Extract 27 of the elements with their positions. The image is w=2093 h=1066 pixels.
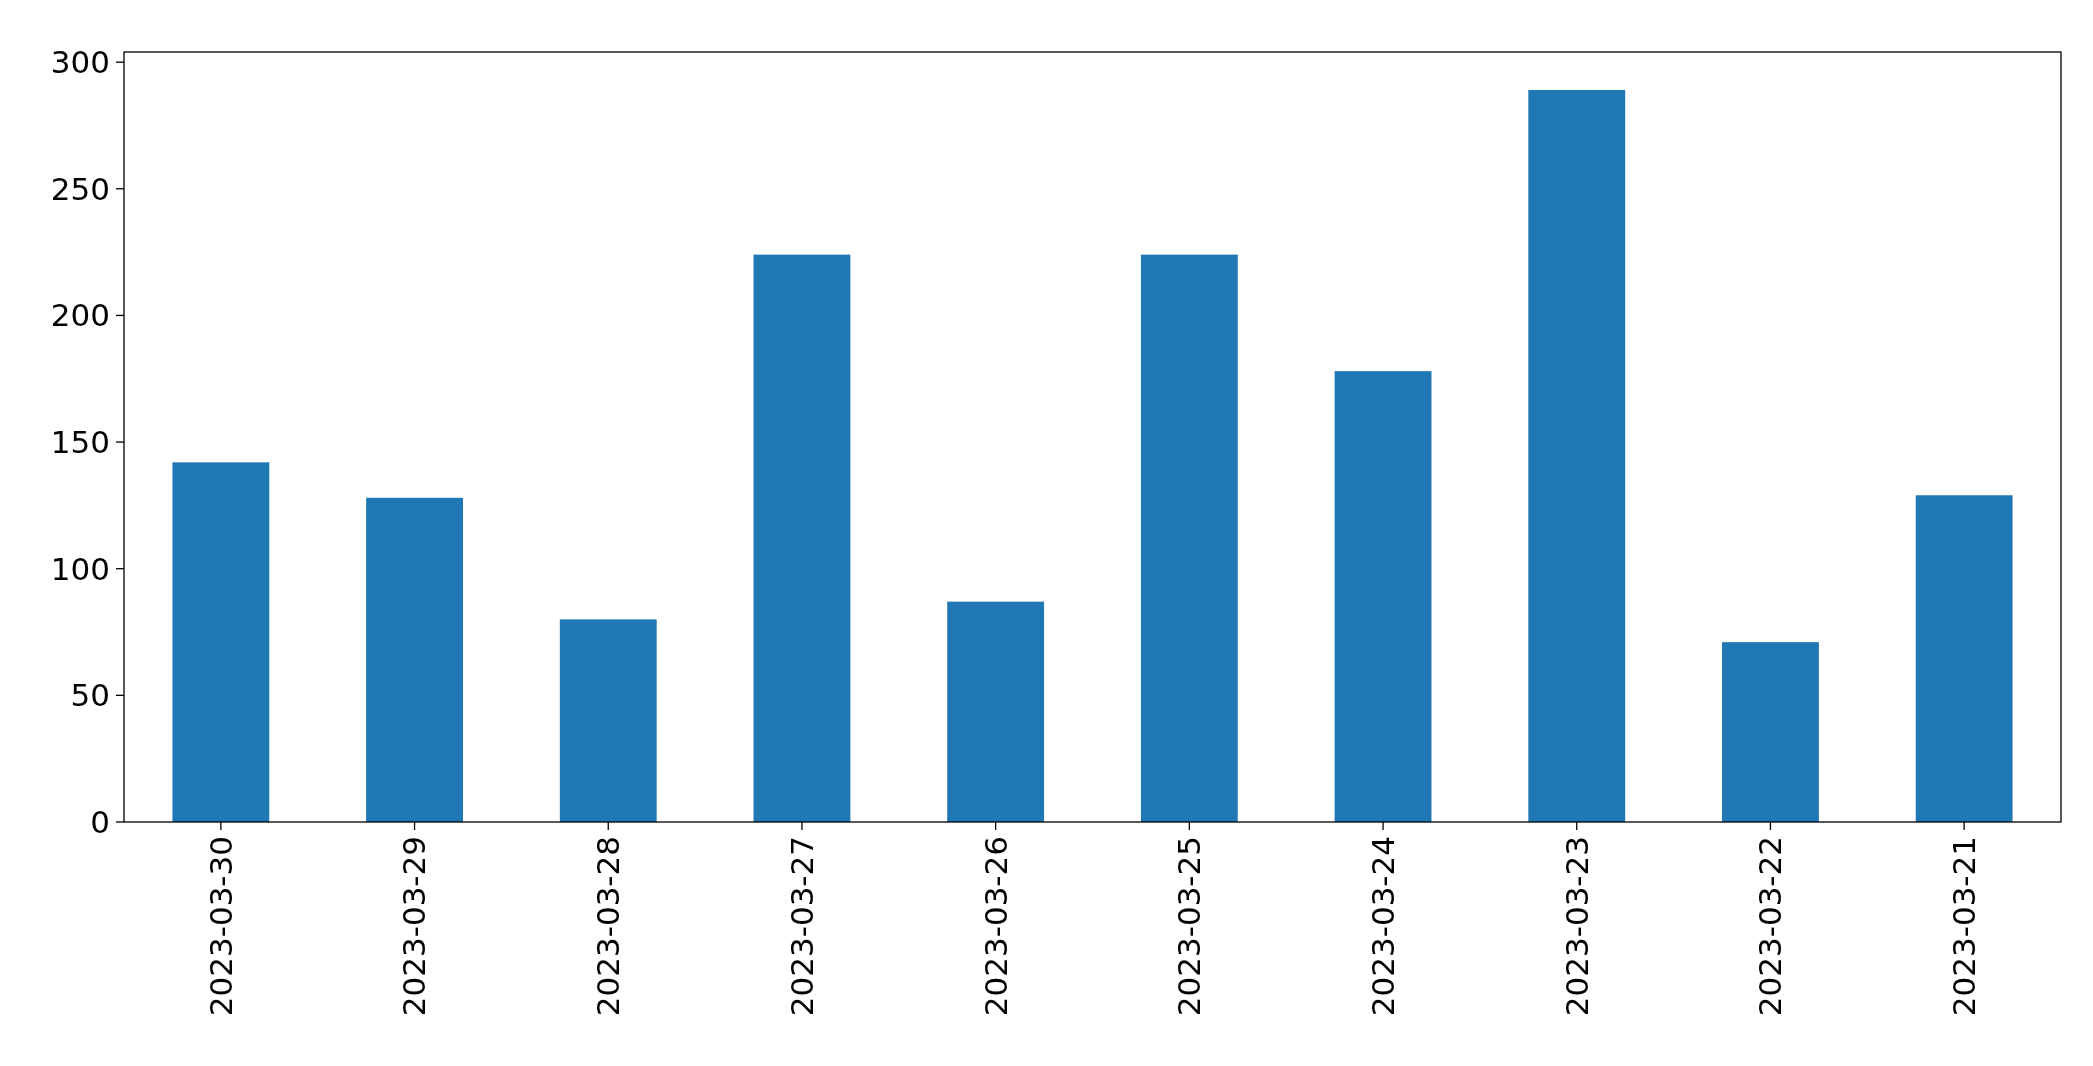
y-tick-label: 300 — [50, 43, 110, 80]
x-tick-label: 2023-03-29 — [396, 836, 433, 1017]
bar — [1915, 495, 2013, 822]
bar — [947, 601, 1045, 822]
bar — [559, 619, 657, 822]
y-tick-label: 250 — [50, 170, 110, 207]
bar — [753, 254, 851, 822]
y-tick-label: 50 — [70, 677, 110, 714]
bar — [172, 462, 270, 822]
y-tick-label: 0 — [90, 803, 110, 840]
bar — [1140, 254, 1238, 822]
bar — [1528, 89, 1626, 822]
bar — [366, 497, 463, 822]
x-tick-label: 2023-03-30 — [202, 836, 239, 1017]
bar — [1722, 642, 1819, 822]
y-tick-label: 100 — [50, 550, 110, 587]
x-tick-label: 2023-03-22 — [1752, 836, 1789, 1017]
x-tick-label: 2023-03-26 — [977, 836, 1014, 1017]
bar — [1334, 371, 1432, 822]
x-tick-label: 2023-03-28 — [590, 836, 627, 1017]
x-tick-label: 2023-03-25 — [1171, 836, 1208, 1017]
x-tick-label: 2023-03-27 — [783, 836, 820, 1017]
y-tick-label: 150 — [50, 423, 110, 460]
x-tick-label: 2023-03-21 — [1946, 836, 1982, 1017]
y-tick-label: 200 — [50, 297, 110, 334]
x-tick-label: 2023-03-23 — [1558, 836, 1595, 1017]
x-tick-label: 2023-03-24 — [1364, 836, 1401, 1017]
